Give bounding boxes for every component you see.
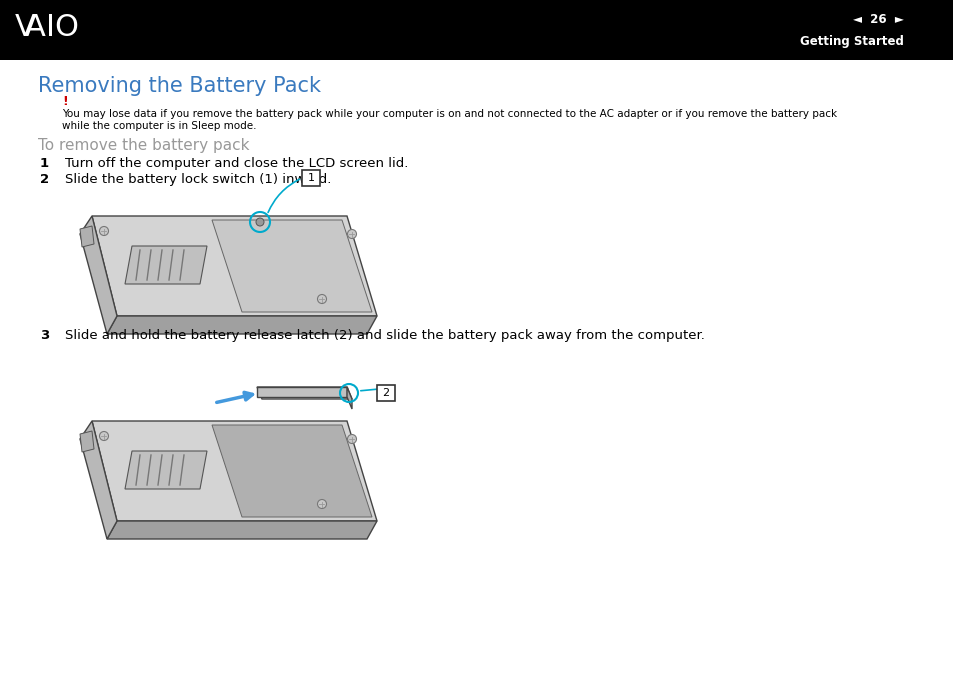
Polygon shape xyxy=(107,521,376,539)
FancyBboxPatch shape xyxy=(302,170,319,186)
Text: 2: 2 xyxy=(382,388,389,398)
Circle shape xyxy=(317,295,326,303)
Circle shape xyxy=(99,431,109,441)
Text: To remove the battery pack: To remove the battery pack xyxy=(38,138,250,153)
Circle shape xyxy=(347,230,356,239)
Polygon shape xyxy=(80,216,117,334)
Circle shape xyxy=(317,499,326,508)
Text: You may lose data if you remove the battery pack while your computer is on and n: You may lose data if you remove the batt… xyxy=(62,109,836,119)
Text: Slide and hold the battery release latch (2) and slide the battery pack away fro: Slide and hold the battery release latch… xyxy=(65,329,704,342)
Text: Removing the Battery Pack: Removing the Battery Pack xyxy=(38,76,320,96)
Text: while the computer is in Sleep mode.: while the computer is in Sleep mode. xyxy=(62,121,256,131)
Text: 3: 3 xyxy=(40,329,50,342)
Polygon shape xyxy=(80,421,117,539)
FancyBboxPatch shape xyxy=(0,0,953,60)
Polygon shape xyxy=(256,387,352,399)
Text: ◄  26  ►: ◄ 26 ► xyxy=(852,13,903,26)
FancyBboxPatch shape xyxy=(376,385,395,401)
Polygon shape xyxy=(212,220,372,312)
Circle shape xyxy=(99,226,109,235)
Polygon shape xyxy=(212,425,372,517)
Polygon shape xyxy=(107,316,376,334)
Circle shape xyxy=(255,218,264,226)
Circle shape xyxy=(347,435,356,443)
Polygon shape xyxy=(347,387,352,409)
Polygon shape xyxy=(125,451,207,489)
Polygon shape xyxy=(91,421,376,521)
Text: $\mathsf{V\!\!AIO}$: $\mathsf{V\!\!AIO}$ xyxy=(14,13,79,42)
Text: 1: 1 xyxy=(40,157,49,170)
Polygon shape xyxy=(80,431,94,452)
Polygon shape xyxy=(80,226,94,247)
Polygon shape xyxy=(256,387,347,397)
Text: 2: 2 xyxy=(40,173,49,186)
Polygon shape xyxy=(91,216,376,316)
Text: !: ! xyxy=(62,95,68,108)
Text: Slide the battery lock switch (1) inward.: Slide the battery lock switch (1) inward… xyxy=(65,173,331,186)
Text: Turn off the computer and close the LCD screen lid.: Turn off the computer and close the LCD … xyxy=(65,157,408,170)
Polygon shape xyxy=(125,246,207,284)
Text: Getting Started: Getting Started xyxy=(800,36,903,49)
Text: 1: 1 xyxy=(307,173,314,183)
